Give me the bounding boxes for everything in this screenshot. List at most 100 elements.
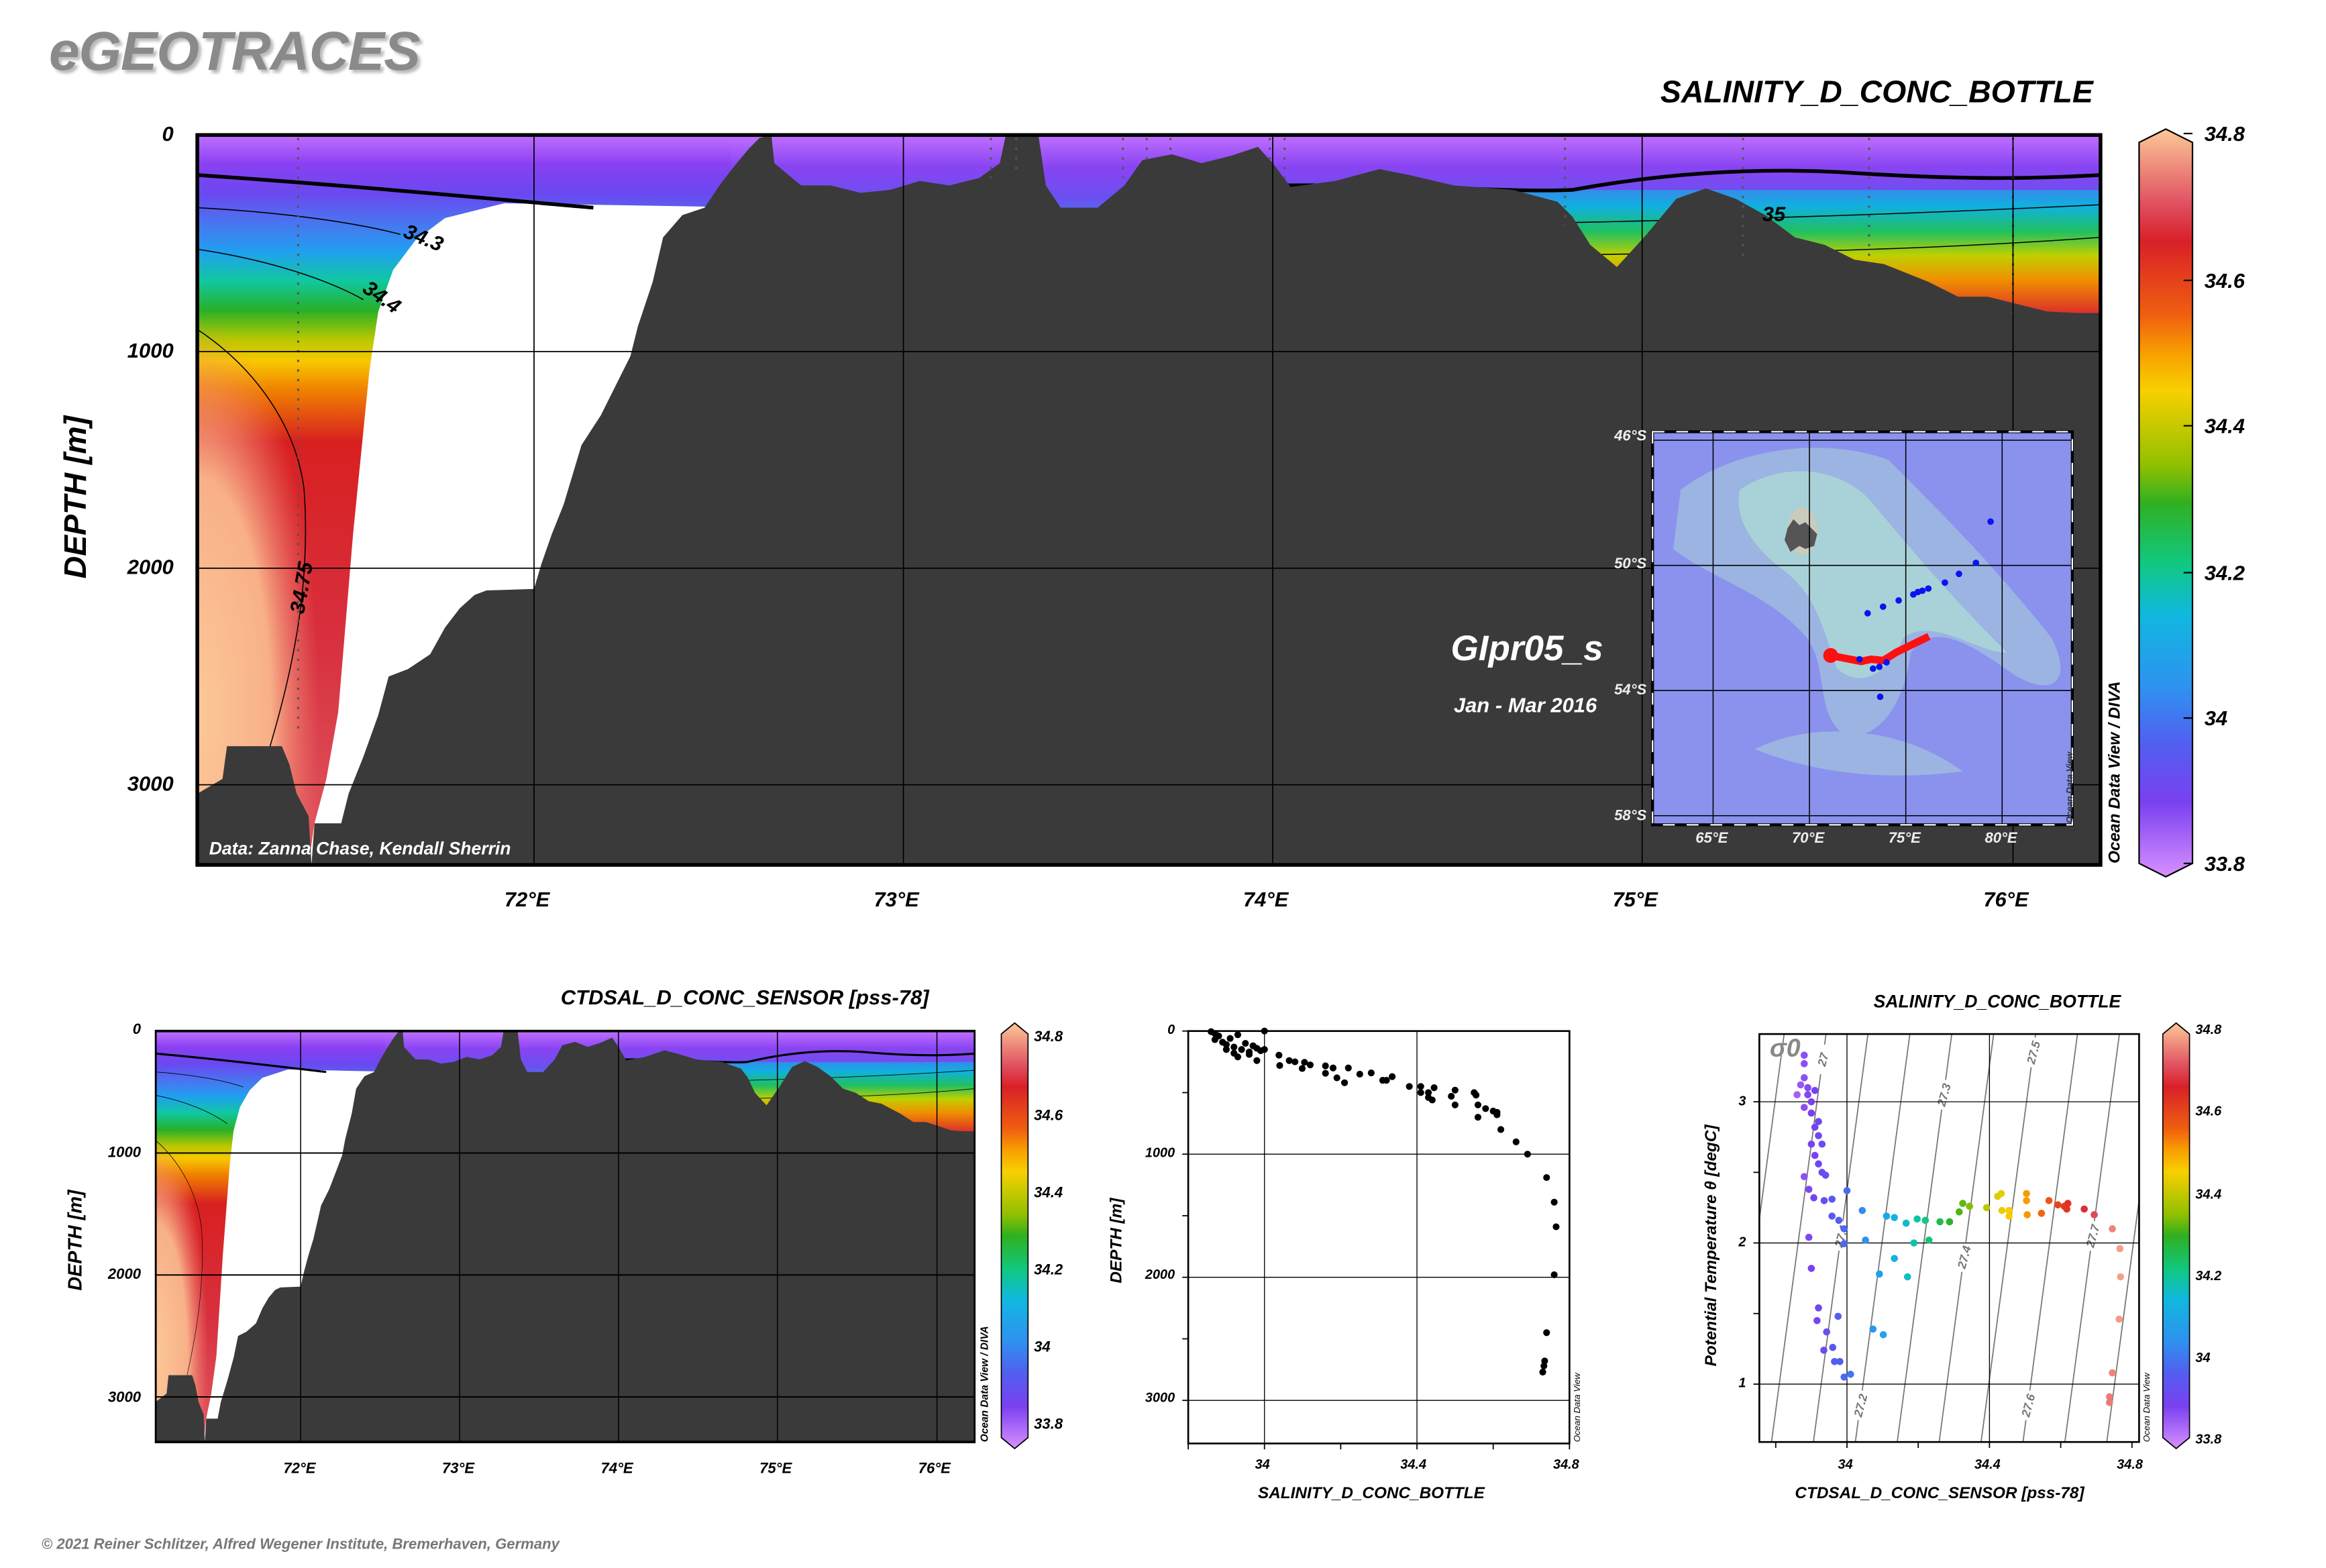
ytick: 1 [1738, 1375, 1746, 1390]
data-point [2023, 1211, 2031, 1218]
data-point [1344, 1064, 1352, 1072]
data-point [1298, 1065, 1306, 1072]
ytick: 3 [1738, 1093, 1746, 1108]
data-point [1818, 1140, 1826, 1148]
data-point [1540, 1362, 1548, 1369]
data-point [1891, 1214, 1898, 1221]
data-point [1959, 1200, 1966, 1207]
data-point [2005, 1212, 2013, 1220]
data-point [1840, 1240, 1848, 1247]
station-marker [1864, 610, 1871, 617]
data-point [1869, 1325, 1877, 1333]
data-credit: Data: Zanna Chase, Kendall Sherrin [209, 838, 511, 859]
data-point [1840, 1373, 1848, 1381]
data-point [1821, 1171, 1830, 1179]
ytick: 3000 [107, 1390, 142, 1407]
map-lat-label: 58°S [1614, 808, 1647, 825]
station-marker [1876, 693, 1884, 700]
xtick: 73°E [441, 1461, 475, 1478]
data-point [1800, 1060, 1808, 1067]
data-point [1834, 1312, 1842, 1320]
ytick: 3000 [127, 771, 174, 796]
data-point [1955, 1208, 1963, 1216]
data-point [2106, 1393, 2113, 1401]
station-marker [1876, 663, 1883, 670]
colorbar-tick: 34.2 [2204, 560, 2245, 585]
data-point [1301, 1059, 1308, 1066]
data-point [2063, 1205, 2070, 1213]
data-point [1829, 1343, 1837, 1351]
station-marker [1856, 656, 1863, 663]
data-point [2023, 1197, 2030, 1204]
data-point [1367, 1069, 1375, 1077]
data-point [1417, 1083, 1424, 1090]
data-point [1230, 1043, 1238, 1051]
data-point [1804, 1091, 1811, 1098]
main-colorbar [2138, 128, 2194, 878]
ts-watermark: Ocean Data View [2144, 1373, 2153, 1443]
colorbar-tick: 33.8 [2204, 851, 2245, 876]
colorbar-label: Ocean Data View / DIVA [980, 1326, 992, 1443]
data-point [1493, 1111, 1501, 1118]
data-point [2005, 1206, 2013, 1214]
data-point [2054, 1201, 2062, 1209]
map-lon-label: 70°E [1792, 831, 1825, 847]
xtick: 34 [1255, 1457, 1270, 1472]
data-point [1797, 1081, 1805, 1089]
ytick: 2 [1738, 1234, 1746, 1249]
data-point [1823, 1328, 1831, 1336]
profile-ylabel: DEPTH [m] [1108, 1198, 1126, 1284]
station-marker [1942, 579, 1948, 586]
data-point [1925, 1237, 1933, 1244]
map-watermark: Ocean Data View [2066, 751, 2076, 824]
data-point [1804, 1084, 1811, 1092]
data-point [1843, 1187, 1851, 1194]
data-point [1998, 1206, 2006, 1214]
data-point [1482, 1105, 1489, 1112]
data-point [1831, 1357, 1838, 1365]
data-point [1805, 1233, 1813, 1241]
data-point [2080, 1205, 2088, 1213]
data-point [1291, 1058, 1299, 1065]
data-point [1211, 1036, 1218, 1043]
data-point [1550, 1271, 1558, 1279]
colorbar-tick: 34 [1034, 1339, 1051, 1356]
ytick: 2000 [107, 1267, 142, 1284]
isopycnal-label: 27.4 [1954, 1244, 1974, 1271]
map-frame-dashes [1652, 431, 2074, 826]
data-point [1997, 1190, 2005, 1198]
colorbar-tick: 34 [2195, 1350, 2211, 1365]
data-point [1835, 1216, 1843, 1224]
ytick: 0 [1167, 1022, 1175, 1037]
ytick: 2000 [127, 554, 174, 579]
colorbar-tick: 34.2 [2195, 1268, 2222, 1284]
data-point [2106, 1398, 2113, 1406]
data-point [1800, 1051, 1808, 1059]
ytick: 3000 [1145, 1390, 1175, 1405]
colorbar-tick: 34.6 [2195, 1104, 2222, 1119]
ytick: 1000 [127, 338, 174, 362]
xtick: 34.4 [1974, 1457, 2001, 1472]
data-point [1879, 1330, 1887, 1339]
ctd-section-plot [154, 1029, 976, 1444]
ytick: 0 [132, 1022, 142, 1039]
data-point [1836, 1357, 1844, 1365]
data-point [1876, 1270, 1883, 1278]
data-point [2091, 1211, 2098, 1218]
data-point [1238, 1046, 1245, 1053]
data-point [1285, 1057, 1293, 1064]
data-point [1820, 1347, 1828, 1354]
data-point [1226, 1035, 1234, 1042]
main-frame [195, 133, 2103, 867]
data-point [1862, 1237, 1869, 1244]
data-point [1543, 1173, 1550, 1182]
data-point [2064, 1200, 2072, 1207]
ctd-salinity-field [154, 1030, 976, 1443]
data-point [1840, 1225, 1848, 1233]
colorbar-tick: 34.4 [2204, 413, 2245, 438]
colorbar-tick: 34.8 [2204, 121, 2245, 146]
data-point [1356, 1070, 1363, 1078]
plot-frame [1187, 1030, 1571, 1445]
data-point [2038, 1210, 2046, 1217]
